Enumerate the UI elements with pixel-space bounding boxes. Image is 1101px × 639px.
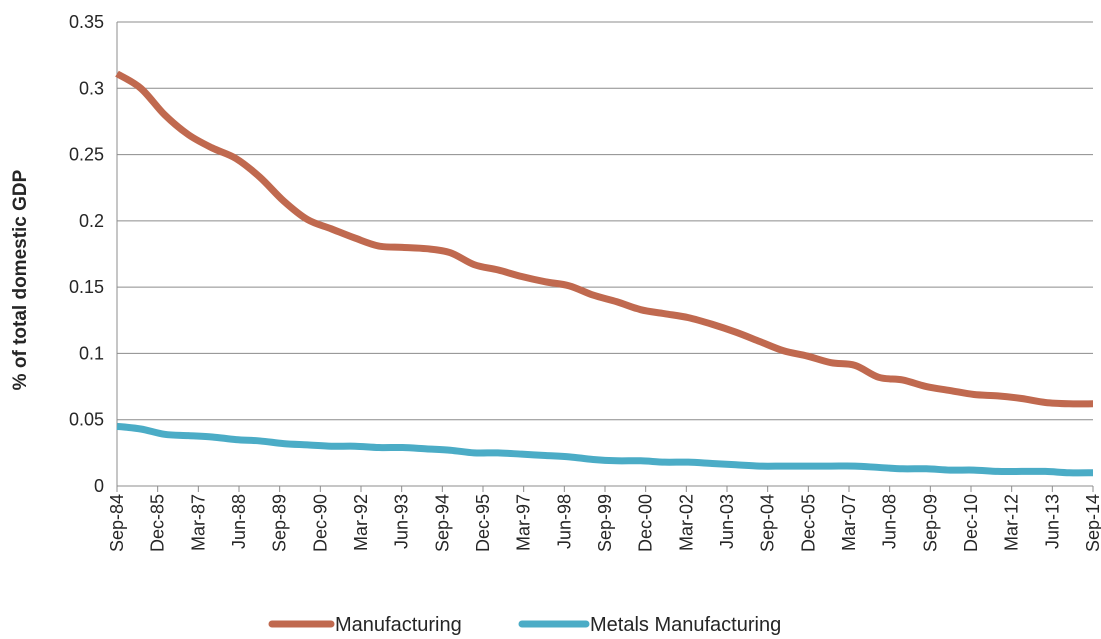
x-tick-label: Mar-97 xyxy=(514,494,534,551)
series-line-manufacturing xyxy=(115,70,1094,408)
x-tick-label: Jun-08 xyxy=(880,494,900,549)
y-tick-label: 0.3 xyxy=(79,78,104,98)
x-tick-label: Jun-88 xyxy=(229,494,249,549)
x-tick-label: Sep-89 xyxy=(270,494,290,552)
legend: Manufacturing Metals Manufacturing xyxy=(268,614,781,636)
y-tick-label: 0.2 xyxy=(79,211,104,231)
axes: 0 0.05 0.1 0.15 0.2 0.25 0.3 0.35 Sep-84 Dec-85 Ma… xyxy=(69,12,1101,552)
x-tick-label: Sep-99 xyxy=(595,494,615,552)
y-tick-label: 0.35 xyxy=(69,12,104,32)
legend-label-manufacturing: Manufacturing xyxy=(335,614,462,636)
x-tick-label: Sep-94 xyxy=(432,494,452,552)
x-tick-label: Mar-12 xyxy=(1002,494,1022,551)
series-lines xyxy=(115,70,1094,477)
x-tick-label: Mar-92 xyxy=(351,494,371,551)
series-line-metals-manufacturing xyxy=(116,422,1094,477)
gridlines xyxy=(117,21,1093,421)
x-tick-label: Sep-09 xyxy=(920,494,940,552)
x-tick-label: Mar-02 xyxy=(676,494,696,551)
x-tick-label: Sep-04 xyxy=(758,494,778,552)
y-tick-label: 0.15 xyxy=(69,277,104,297)
y-tick-label: 0 xyxy=(94,476,104,496)
x-tick-label: Dec-05 xyxy=(798,494,818,552)
x-tick-label: Mar-07 xyxy=(839,494,859,551)
x-tick-label: Jun-98 xyxy=(554,494,574,549)
x-tick-label: Jun-93 xyxy=(392,494,412,549)
x-tick-label: Dec-95 xyxy=(473,494,493,552)
x-tick-label: Mar-87 xyxy=(188,494,208,551)
y-tick-label: 0.05 xyxy=(69,410,104,430)
y-tick-label: 0.25 xyxy=(69,145,104,165)
y-axis-label: % of total domestic GDP xyxy=(10,169,31,390)
x-tick-label: Sep-14 xyxy=(1083,494,1101,552)
x-tick-label: Dec-90 xyxy=(310,494,330,552)
legend-label-metals-manufacturing: Metals Manufacturing xyxy=(590,614,781,636)
x-tick-label: Jun-03 xyxy=(717,494,737,549)
x-tick-label: Jun-13 xyxy=(1042,494,1062,549)
y-tick-label: 0.1 xyxy=(79,343,104,363)
x-tick-label: Dec-85 xyxy=(148,494,168,552)
x-tick-label: Sep-84 xyxy=(107,494,127,552)
x-tick-label: Dec-10 xyxy=(961,494,981,552)
x-tick-label: Dec-00 xyxy=(636,494,656,552)
